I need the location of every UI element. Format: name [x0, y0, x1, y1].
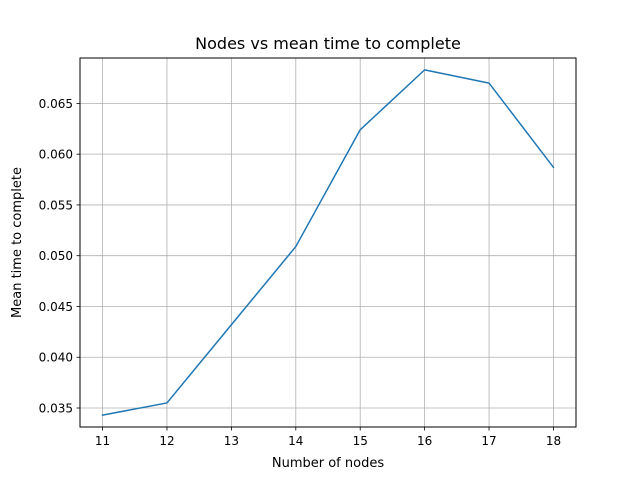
x-tick-label: 14	[288, 434, 303, 448]
y-tick-label: 0.045	[39, 300, 73, 314]
y-axis-label: Mean time to complete	[10, 167, 25, 318]
y-tick-label: 0.035	[39, 402, 73, 416]
x-axis-label: Number of nodes	[272, 456, 384, 471]
x-tick-label: 13	[224, 434, 239, 448]
y-tick-label: 0.060	[39, 148, 73, 162]
x-tick-label: 12	[159, 434, 174, 448]
y-tick-label: 0.055	[39, 198, 73, 212]
grid	[80, 58, 576, 427]
series-layer	[101, 69, 555, 416]
y-tick-label: 0.040	[39, 351, 73, 365]
x-tick-label: 11	[95, 434, 110, 448]
series-line	[101, 69, 555, 416]
y-tick-label: 0.050	[39, 249, 73, 263]
y-axis-ticks: 0.035 0.040 0.045 0.050 0.055 0.060 0.065	[39, 97, 80, 416]
y-tick-label: 0.065	[39, 97, 73, 111]
x-tick-label: 18	[546, 434, 561, 448]
x-tick-label: 17	[481, 434, 496, 448]
x-tick-label: 16	[417, 434, 432, 448]
plot-area-frame	[79, 57, 577, 428]
x-axis-ticks: 11 12 13 14 15 16 17 18	[95, 427, 561, 448]
x-tick-label: 15	[353, 434, 368, 448]
chart-title: Nodes vs mean time to complete	[195, 34, 461, 53]
